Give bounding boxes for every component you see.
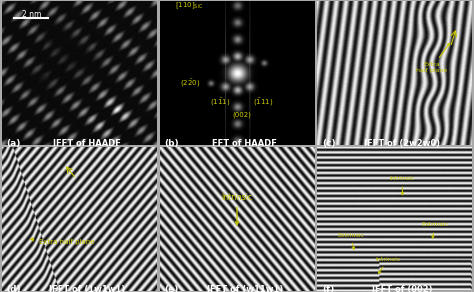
Text: IFFT of (2w2w0): IFFT of (2w2w0) (365, 139, 440, 148)
Text: ($\bar{1}$11): ($\bar{1}$11) (253, 96, 273, 108)
Text: 2 nm: 2 nm (22, 10, 41, 19)
Text: (f): (f) (322, 285, 334, 292)
Text: IFFT of (002): IFFT of (002) (372, 285, 433, 292)
Text: (2$\bar{2}$0): (2$\bar{2}$0) (181, 78, 201, 89)
Text: Extrinsic: Extrinsic (338, 232, 365, 250)
Text: Intrinsic: Intrinsic (390, 176, 415, 195)
Text: (d): (d) (7, 285, 21, 292)
Text: (c): (c) (322, 139, 336, 148)
Text: (e): (e) (164, 285, 179, 292)
Text: Extra half plane: Extra half plane (31, 238, 95, 245)
Text: Intrinsic: Intrinsic (221, 193, 253, 225)
Text: (002): (002) (232, 111, 251, 118)
Text: IFFT of (1w1w1): IFFT of (1w1w1) (49, 285, 125, 292)
Text: IFFT of (w11w1): IFFT of (w11w1) (207, 285, 283, 292)
Text: (1$\bar{1}$1): (1$\bar{1}$1) (210, 96, 230, 108)
Text: (a): (a) (7, 139, 21, 148)
Text: IFFT of HAADF: IFFT of HAADF (53, 139, 121, 148)
Text: (b): (b) (164, 139, 179, 148)
Text: Extra
half plane: Extra half plane (416, 43, 450, 73)
Text: Extrinsic: Extrinsic (421, 223, 448, 238)
Text: Intrinsic: Intrinsic (376, 257, 401, 273)
Text: FFT of HAADF: FFT of HAADF (212, 139, 277, 148)
Text: [110]$_\mathrm{SiC}$: [110]$_\mathrm{SiC}$ (175, 1, 203, 11)
